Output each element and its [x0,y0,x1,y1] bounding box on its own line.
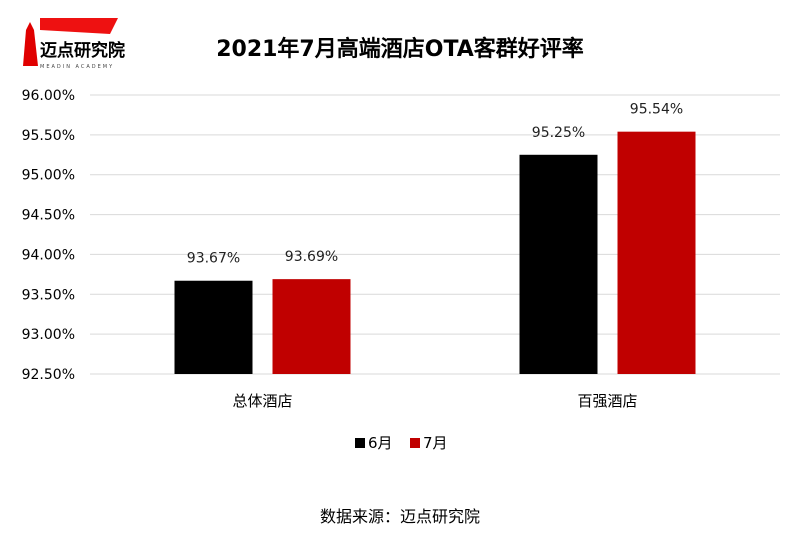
lighthouse-icon [23,22,38,66]
y-tick-label: 93.00% [22,327,75,343]
logo: 迈点研究院 MEADIN ACADEMY [23,18,125,70]
bar-7月 [272,279,351,374]
source-label: 数据来源：迈点研究院 [320,507,480,526]
legend-swatch [410,438,420,448]
y-tick-label: 96.00% [22,88,75,104]
logo-beam [40,18,118,34]
logo-subtitle: MEADIN ACADEMY [40,64,114,70]
y-tick-label: 93.50% [22,287,75,303]
y-tick-label: 95.50% [22,128,75,144]
x-tick-label: 百强酒店 [577,392,637,410]
y-tick-label: 95.00% [22,168,75,184]
chart-title: 2021年7月高端酒店OTA客群好评率 [216,36,584,62]
y-tick-label: 94.00% [22,247,75,263]
data-label: 95.25% [532,125,585,141]
x-tick-label: 总体酒店 [232,392,292,410]
legend-label: 6月 [368,434,393,452]
bar-6月 [174,280,253,374]
data-label: 93.67% [187,251,240,267]
y-tick-label: 92.50% [22,367,75,383]
logo-name: 迈点研究院 [40,40,125,61]
legend-label: 7月 [423,434,448,452]
y-tick-label: 94.50% [22,208,75,224]
bar-7月 [617,131,696,374]
legend-swatch [355,438,365,448]
data-label: 95.54% [630,102,683,118]
data-label: 93.69% [285,249,338,265]
bar-6月 [519,154,598,374]
